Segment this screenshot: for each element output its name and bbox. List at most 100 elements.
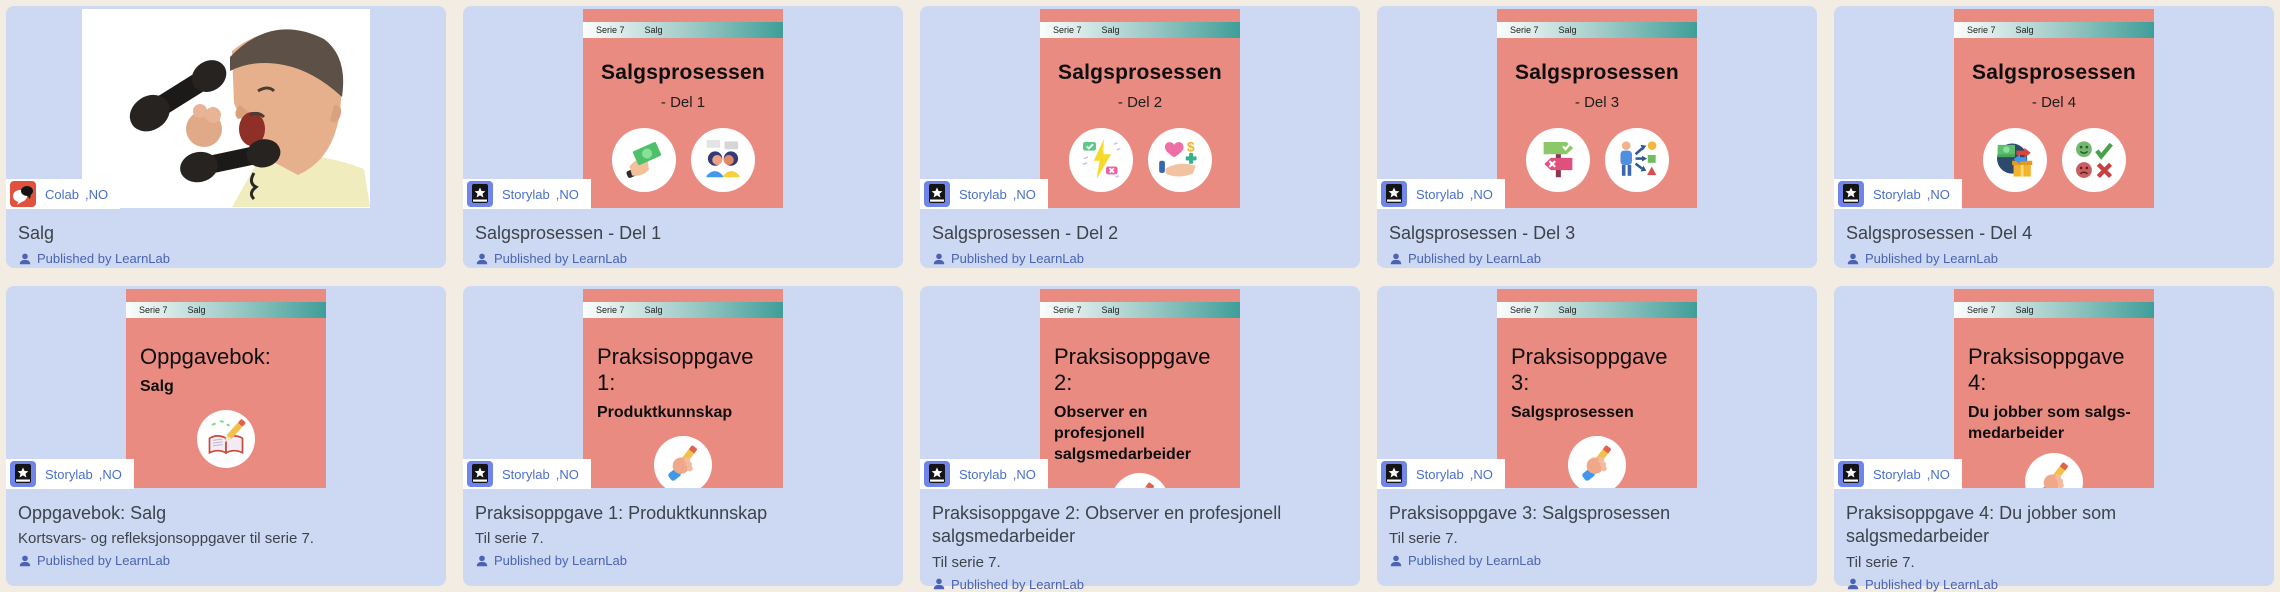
- serie-label: Serie 7: [596, 25, 625, 35]
- publisher-line: Published by LearnLab: [1389, 553, 1805, 568]
- badge-label: Storylab ,NO: [1416, 466, 1493, 482]
- card-salgsprosessen-del-1[interactable]: Serie 7 Salg Salgsprosessen - Del 1: [463, 6, 903, 268]
- objection-bolt-icon: [1082, 139, 1121, 179]
- card-title: Praksisoppgave 2: Observer en profesjone…: [932, 503, 1282, 547]
- card-salg[interactable]: Colab ,NO Salg Published by LearnLab: [6, 6, 446, 268]
- thumb-subheading: Salg: [140, 378, 174, 395]
- publisher-label: Published by LearnLab: [494, 251, 627, 267]
- thumb-heading: Praksisoppgave 1:: [597, 344, 754, 395]
- thumbnail-area: Serie 7 Salg Salgsprosessen - Del 3: [1377, 6, 1817, 209]
- serie-header-bar: Serie 7 Salg: [1954, 22, 2154, 38]
- card-praksisoppgave-3[interactable]: Serie 7 Salg Praksisoppgave 3: Salgspros…: [1377, 286, 1817, 586]
- payment-hand-icon: [625, 141, 661, 178]
- card-salgsprosessen-del-2[interactable]: Serie 7 Salg Salgsprosessen - Del 2: [920, 6, 1360, 268]
- publisher-label: Published by LearnLab: [951, 251, 1084, 267]
- card-description: Til serie 7.: [1846, 553, 1915, 571]
- writing-hand-icon: [1132, 482, 1155, 488]
- serie-label: Serie 7: [1510, 305, 1539, 315]
- serie-header-bar: Serie 7 Salg: [1040, 22, 1240, 38]
- thumbnail: Serie 7 Salg Salgsprosessen - Del 4: [1954, 9, 2154, 208]
- person-icon: [19, 253, 31, 265]
- man-shouting-phone-illustration: [82, 9, 370, 207]
- publisher-line: Published by LearnLab: [475, 251, 891, 266]
- serie-label: Serie 7: [596, 305, 625, 315]
- writing-hand-icon: [1582, 445, 1612, 481]
- badge-label: Storylab ,NO: [502, 186, 579, 202]
- storylab-icon: [1381, 181, 1407, 207]
- topic-label: Salg: [1101, 25, 1120, 35]
- thumbnail: Serie 7 Salg Praksisoppgave 1: Produktku…: [583, 289, 783, 488]
- card-title: Salg: [18, 223, 55, 243]
- thumbnail-area: Serie 7 Salg Praksisoppgave 2: Observer …: [920, 286, 1360, 489]
- badge-label: Colab ,NO: [45, 186, 109, 202]
- thumb-subheading: Du jobber som salgs-medarbeider: [1968, 404, 2131, 442]
- topic-label: Salg: [2015, 305, 2034, 315]
- card-title: Praksisoppgave 3: Salgsprosessen: [1389, 503, 1671, 523]
- platform-badge: Storylab ,NO: [920, 179, 1048, 209]
- card-praksisoppgave-4[interactable]: Serie 7 Salg Praksisoppgave 4: Du jobber…: [1834, 286, 2274, 592]
- card-salgsprosessen-del-3[interactable]: Serie 7 Salg Salgsprosessen - Del 3: [1377, 6, 1817, 268]
- publisher-label: Published by LearnLab: [37, 553, 170, 569]
- badge-label: Storylab ,NO: [45, 466, 122, 482]
- publisher-line: Published by LearnLab: [1846, 577, 2262, 592]
- topic-label: Salg: [2015, 25, 2034, 35]
- thumbnail: Serie 7 Salg Salgsprosessen - Del 2: [1040, 9, 1240, 208]
- serie-header-bar: Serie 7 Salg: [1040, 302, 1240, 318]
- thumb-heading: Praksisoppgave 2:: [1054, 344, 1211, 395]
- topic-label: Salg: [1558, 25, 1577, 35]
- badge-label: Storylab ,NO: [1416, 186, 1493, 202]
- card-title: Salgsprosessen - Del 2: [932, 223, 1119, 243]
- person-icon: [476, 555, 488, 567]
- thumb-heading: Praksisoppgave 3:: [1511, 344, 1668, 395]
- thumbnail-area: Serie 7 Salg Salgsprosessen - Del 2: [920, 6, 1360, 209]
- feedback-faces-icon: [2075, 141, 2113, 179]
- person-icon: [933, 253, 945, 265]
- publisher-line: Published by LearnLab: [18, 553, 434, 568]
- card-praksisoppgave-2[interactable]: Serie 7 Salg Praksisoppgave 2: Observer …: [920, 286, 1360, 592]
- thumb-heading: Salgsprosessen: [1515, 61, 1679, 84]
- publisher-label: Published by LearnLab: [494, 553, 627, 569]
- topic-label: Salg: [187, 305, 206, 315]
- serie-header-bar: Serie 7 Salg: [1954, 302, 2154, 318]
- man-shouting-phone-photo: [82, 9, 370, 208]
- thumb-subheading: Salgsprosessen: [1511, 404, 1634, 421]
- serie-label: Serie 7: [139, 305, 168, 315]
- publisher-line: Published by LearnLab: [1389, 251, 1805, 266]
- thumb-subheading: Produktkunnskap: [597, 404, 733, 421]
- card-praksisoppgave-1[interactable]: Serie 7 Salg Praksisoppgave 1: Produktku…: [463, 286, 903, 586]
- writing-hand-icon: [668, 445, 698, 481]
- card-title: Praksisoppgave 1: Produktkunnskap: [475, 503, 768, 523]
- card-oppgavebok-salg[interactable]: Serie 7 Salg Oppgavebok: Salg: [6, 286, 446, 586]
- platform-badge: Colab ,NO: [6, 179, 121, 209]
- storylab-icon: [1838, 461, 1864, 487]
- thumbnail: Serie 7 Salg Praksisoppgave 4: Du jobber…: [1954, 289, 2154, 488]
- person-icon: [476, 253, 488, 265]
- thumb-subheading: - Del 2: [1117, 94, 1163, 111]
- card-title: Oppgavebok: Salg: [18, 503, 167, 523]
- serie-header-bar: Serie 7 Salg: [1497, 302, 1697, 318]
- thumbnail-area: Serie 7 Salg Oppgavebok: Salg: [6, 286, 446, 489]
- thumbnail-area: Serie 7 Salg Salgsprosessen - Del 4: [1834, 6, 2274, 209]
- storylab-icon: [924, 461, 950, 487]
- publisher-label: Published by LearnLab: [1408, 553, 1541, 569]
- serie-header-bar: Serie 7 Salg: [583, 22, 783, 38]
- publisher-line: Published by LearnLab: [932, 251, 1348, 266]
- storylab-icon: [924, 181, 950, 207]
- serie-label: Serie 7: [1053, 305, 1082, 315]
- publisher-line: Published by LearnLab: [18, 251, 434, 266]
- storylab-icon: [1838, 181, 1864, 207]
- badge-label: Storylab ,NO: [1873, 186, 1950, 202]
- publisher-line: Published by LearnLab: [475, 553, 891, 568]
- platform-badge: Storylab ,NO: [463, 179, 591, 209]
- thumbnail: Serie 7 Salg Salgsprosessen - Del 3: [1497, 9, 1697, 208]
- storylab-icon: [467, 461, 493, 487]
- publisher-line: Published by LearnLab: [932, 577, 1348, 592]
- thumbnail-area: Serie 7 Salg Salgsprosessen - Del 1: [463, 6, 903, 209]
- badge-label: Storylab ,NO: [502, 466, 579, 482]
- badge-label: Storylab ,NO: [959, 186, 1036, 202]
- thumbnail: Serie 7 Salg Salgsprosessen - Del 1: [583, 9, 783, 208]
- trade-exchange-icon: [1996, 143, 2032, 177]
- card-salgsprosessen-del-4[interactable]: Serie 7 Salg Salgsprosessen - Del 4: [1834, 6, 2274, 268]
- thumb-heading: Salgsprosessen: [601, 61, 765, 84]
